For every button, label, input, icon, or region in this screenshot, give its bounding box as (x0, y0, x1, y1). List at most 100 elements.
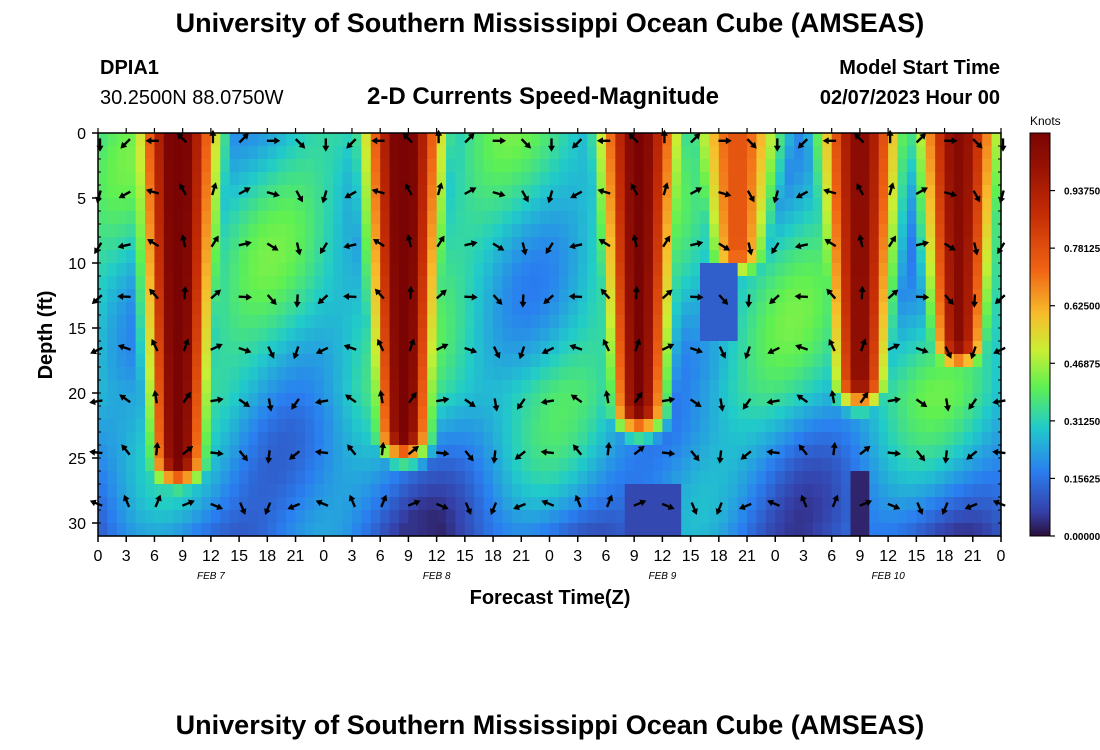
heatmap-cell (511, 315, 522, 329)
heatmap-cell (972, 497, 983, 511)
heatmap-cell (380, 497, 391, 511)
heatmap-cell (747, 224, 758, 238)
heatmap-cell (869, 185, 880, 199)
heatmap-cell (596, 406, 607, 420)
heatmap-cell (145, 406, 156, 420)
heatmap-cell (577, 250, 588, 264)
heatmap-cell (474, 419, 485, 433)
heatmap-cell (718, 341, 729, 355)
heatmap-cell (549, 432, 560, 446)
current-arrow (823, 188, 837, 195)
heatmap-cell (257, 393, 268, 407)
heatmap-cell (511, 406, 522, 420)
current-arrow (831, 494, 839, 508)
current-arrow (605, 441, 612, 456)
heatmap-cell (944, 458, 955, 472)
heatmap-cell (972, 211, 983, 225)
heatmap-cell (869, 211, 880, 225)
heatmap-cell (662, 315, 673, 329)
heatmap-cell (916, 510, 927, 524)
heatmap-cell (239, 302, 250, 316)
heatmap-cell (972, 302, 983, 316)
heatmap-cell (775, 484, 786, 498)
heatmap-cell (784, 133, 795, 147)
heatmap-cell (991, 380, 1002, 394)
heatmap-cell (98, 497, 109, 511)
heatmap-cell (474, 432, 485, 446)
heatmap-cell (700, 302, 711, 316)
heatmap-cell (427, 237, 438, 251)
heatmap-cell (718, 315, 729, 329)
heatmap-cell (784, 406, 795, 420)
heatmap-cell (276, 393, 287, 407)
heatmap-cell (257, 276, 268, 290)
heatmap-cell (370, 354, 381, 368)
heatmap-cell (803, 198, 814, 212)
heatmap-cell (210, 237, 221, 251)
heatmap-cell (728, 523, 739, 537)
heatmap-cell (906, 198, 917, 212)
heatmap-cell (342, 510, 353, 524)
heatmap-cell (888, 458, 899, 472)
heatmap-cell (982, 263, 993, 277)
heatmap-cell (474, 172, 485, 186)
heatmap-cell (173, 341, 184, 355)
heatmap-cell (991, 523, 1002, 537)
heatmap-cell (154, 276, 165, 290)
heatmap-cell (135, 250, 146, 264)
heatmap-cell (98, 393, 109, 407)
heatmap-cell (107, 211, 118, 225)
heatmap-cell (323, 471, 334, 485)
heatmap-cell (841, 406, 852, 420)
heatmap-cell (587, 211, 598, 225)
heatmap-cell (417, 367, 428, 381)
heatmap-cell (784, 263, 795, 277)
heatmap-cell (671, 211, 682, 225)
heatmap-cell (568, 263, 579, 277)
heatmap-cell (210, 328, 221, 342)
heatmap-cell (982, 471, 993, 485)
heatmap-cell (540, 159, 551, 173)
heatmap-cell (605, 354, 616, 368)
heatmap-cell (229, 432, 240, 446)
heatmap-cell (474, 471, 485, 485)
heatmap-cell (756, 250, 767, 264)
heatmap-cell (107, 328, 118, 342)
heatmap-cell (568, 315, 579, 329)
heatmap-cell (878, 510, 889, 524)
current-arrow (800, 494, 808, 508)
heatmap-cell (521, 497, 532, 511)
heatmap-cell (897, 289, 908, 303)
heatmap-cell (370, 445, 381, 459)
heatmap-cell (295, 341, 306, 355)
heatmap-cell (192, 211, 203, 225)
heatmap-cell (662, 367, 673, 381)
current-arrow (210, 235, 219, 248)
current-arrow (716, 450, 724, 464)
heatmap-cell (239, 406, 250, 420)
heatmap-cell (446, 185, 457, 199)
heatmap-cell (408, 354, 419, 368)
heatmap-cell (257, 380, 268, 394)
heatmap-cell (107, 445, 118, 459)
heatmap-cell (794, 224, 805, 238)
heatmap-cell (314, 146, 325, 160)
heatmap-cell (408, 289, 419, 303)
heatmap-cell (728, 237, 739, 251)
heatmap-cell (935, 510, 946, 524)
heatmap-cell (220, 393, 231, 407)
heatmap-cell (972, 393, 983, 407)
heatmap-cell (210, 484, 221, 498)
heatmap-cell (690, 302, 701, 316)
current-arrow (347, 444, 357, 456)
heatmap-cell (906, 328, 917, 342)
heatmap-cell (944, 406, 955, 420)
heatmap-cell (229, 250, 240, 264)
heatmap-cell (549, 445, 560, 459)
heatmap-cell (370, 341, 381, 355)
heatmap-cell (427, 250, 438, 264)
heatmap-cell (869, 432, 880, 446)
heatmap-cell (624, 302, 635, 316)
heatmap-cell (972, 380, 983, 394)
heatmap-cell (380, 510, 391, 524)
